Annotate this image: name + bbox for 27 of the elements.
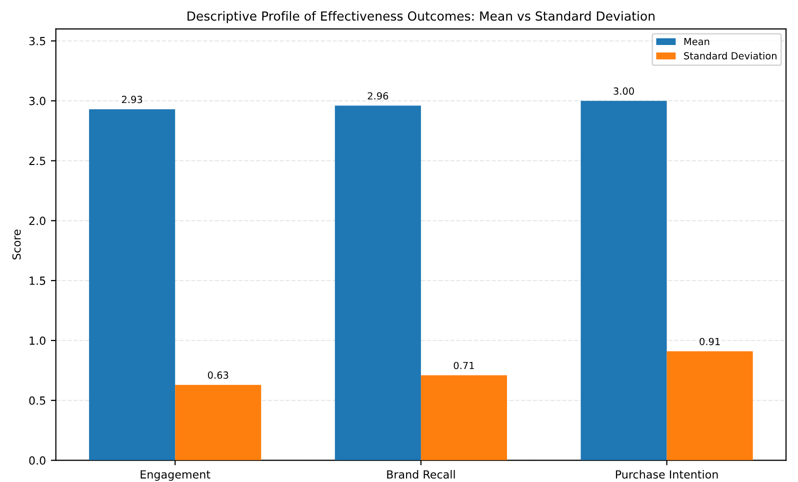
data-label: 3.00 — [614, 87, 634, 95]
x-tick-label: Purchase Intention — [616, 470, 718, 479]
data-label: 0.71 — [454, 362, 474, 370]
bar — [420, 375, 507, 460]
y-tick-label: 2.0 — [29, 216, 46, 226]
bar — [89, 109, 176, 460]
bar — [666, 351, 753, 460]
chart-title: Descriptive Profile of Effectiveness Outcomes: Mean vs Standard Deviation — [188, 11, 654, 24]
x-tick-label: Brand Recall — [387, 470, 455, 479]
data-label: 2.96 — [368, 92, 388, 100]
y-axis-title: Score — [12, 230, 21, 260]
data-label: 0.91 — [700, 338, 720, 346]
data-label: 2.93 — [122, 96, 142, 104]
y-tick-label: 0.5 — [29, 396, 46, 405]
y-tick-label: 1.0 — [30, 336, 46, 345]
y-tick-label: 3.0 — [29, 96, 46, 106]
bar — [175, 384, 262, 460]
y-tick-label: 3.5 — [29, 36, 46, 46]
legend-label: Standard Deviation — [684, 52, 776, 60]
x-tick-label: Engagement — [140, 470, 210, 481]
y-tick-label: 0.0 — [29, 456, 46, 465]
bar — [580, 100, 667, 460]
bar — [334, 106, 421, 460]
y-tick-label: 2.5 — [29, 156, 46, 166]
y-tick-label: 1.5 — [30, 276, 46, 285]
data-label: 0.63 — [208, 371, 228, 379]
legend-label: Mean — [684, 38, 710, 46]
